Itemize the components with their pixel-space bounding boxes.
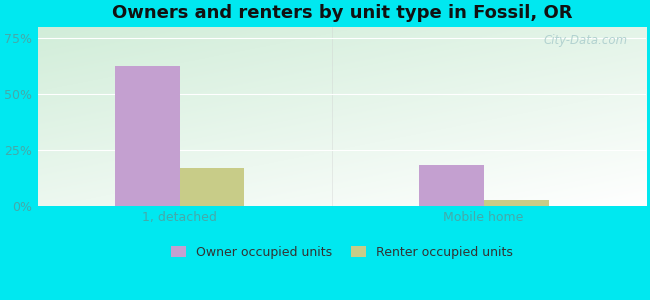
Bar (484, 200, 549, 206)
Bar (179, 168, 244, 206)
Title: Owners and renters by unit type in Fossil, OR: Owners and renters by unit type in Fossi… (112, 4, 572, 22)
Legend: Owner occupied units, Renter occupied units: Owner occupied units, Renter occupied un… (166, 241, 517, 263)
Bar (419, 165, 484, 206)
Text: City-Data.com: City-Data.com (543, 34, 628, 47)
Bar (115, 66, 179, 206)
